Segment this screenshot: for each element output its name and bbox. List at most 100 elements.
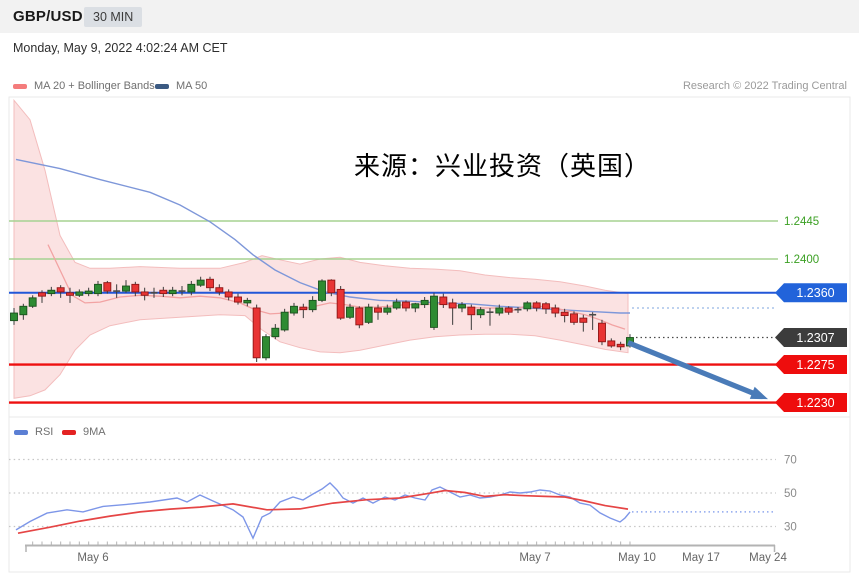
candle-up [262,336,270,359]
price-badge-1.2275 [775,355,847,375]
time-axis-label-May-24: May 24 [749,552,787,564]
legend-rsi-label: RSI [35,426,54,438]
candle-down [542,303,550,310]
candle-up [271,327,280,338]
time-axis-label-May-17: May 17 [682,552,720,564]
candle-up [318,280,326,301]
candle-up [94,283,102,295]
legend-rsi: RSI [14,426,53,438]
rsi-line [15,481,631,540]
candle-up [364,306,373,323]
candle-down [402,301,410,309]
candle-down [467,306,476,316]
price-badge-1.2230 [775,393,847,413]
candle-up [122,285,130,292]
candle-doji [113,290,121,292]
candle-up [28,297,37,307]
legend-9ma-label: 9MA [83,426,106,438]
candle-down [327,279,336,294]
legend-ma50-label: MA 50 [176,80,208,92]
legend-ma20-bollinger: MA 20 + Bollinger Bands [13,80,155,92]
candle-doji [514,308,522,311]
candle-up [47,289,56,295]
rsi-level-label-50: 50 [784,488,797,500]
candle-up [411,303,420,309]
candle-down [336,288,345,319]
candle-down [234,296,242,303]
candle-down [131,283,140,293]
candle-up [75,291,84,296]
price-badge-label-1.2275: 1.2275 [796,358,834,372]
candle-down [206,278,214,289]
candle-up [10,312,18,322]
candle-down [439,296,448,306]
down-arrow-shaft [627,340,756,396]
candle-down [607,340,616,347]
candle-up [420,299,429,306]
candle-up [243,299,252,304]
candle-up [495,307,504,314]
candle-down [355,307,364,326]
candle-up [290,305,298,314]
price-badge-1.2307 [775,328,847,348]
candle-up [523,302,532,310]
candle-up [196,279,205,286]
candle-up [168,289,177,295]
candle-up [346,306,354,318]
candle-down [579,317,588,323]
price-level-label-1.2400: 1.2400 [784,254,819,266]
price-level-label-1.2445: 1.2445 [784,216,819,228]
rsi-swatch-icon [14,429,28,435]
candle-down [140,291,149,296]
candle-doji [178,290,186,292]
legend-ma50: MA 50 [155,80,207,92]
candle-down [215,287,224,293]
research-credit: Research © 2022 Trading Central [682,80,847,92]
candle-down [504,307,513,313]
candle-down [560,311,569,317]
candle-down [616,343,625,348]
candle-down [56,287,65,293]
down-arrow-head-icon [749,386,768,400]
header-bar: GBP/USD 30 MIN [0,0,859,33]
legend-9ma: 9MA [62,426,106,438]
rsi-panel-border [8,416,851,573]
candle-down [532,302,541,309]
candle-up [392,301,401,309]
candle-down [159,289,168,295]
bollinger-band [13,98,629,399]
candle-up [187,283,196,293]
candle-up [430,295,438,328]
candle-down [252,307,261,359]
main-panel-border [8,96,851,418]
candle-down [66,292,74,296]
candle-up [458,304,466,309]
price-badge-label-1.2230: 1.2230 [796,396,834,410]
rsi-9ma-line [17,489,629,535]
source-watermark: 来源：兴业投资（英国） [354,151,652,181]
price-badge-label-1.2307: 1.2307 [796,331,834,345]
interval-badge[interactable]: 30 MIN [84,7,143,27]
price-badge-1.2360 [775,283,847,303]
candle-down [103,282,112,292]
symbol-title: GBP/USD [13,8,83,25]
candle-doji [150,291,158,294]
candle-down [299,306,308,311]
ma50-swatch-icon [155,83,169,89]
candle-up [280,311,289,331]
candle-doji [589,313,597,316]
candle-down [374,307,382,313]
time-axis-label-May-10: May 10 [618,552,656,564]
candle-down [38,292,46,297]
candle-up [476,309,485,316]
time-axis-label-May-6: May 6 [77,552,108,564]
candle-down [551,307,560,314]
price-badge-label-1.2360: 1.2360 [796,286,834,300]
candle-down [570,313,578,323]
candle-up [19,305,28,316]
rsi-level-label-70: 70 [784,455,797,467]
legend-ma20-bollinger-label: MA 20 + Bollinger Bands [34,80,155,92]
candle-down [598,322,606,343]
candle-down [448,302,457,309]
